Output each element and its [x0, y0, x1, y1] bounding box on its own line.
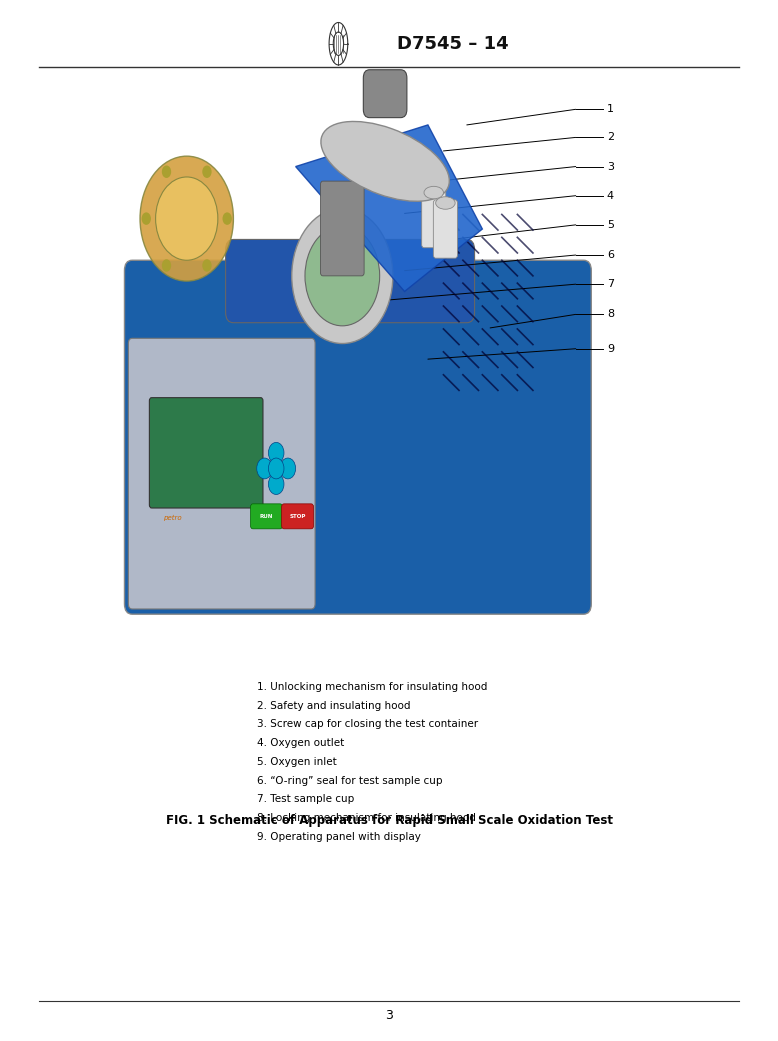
Circle shape: [202, 166, 212, 178]
Text: 5. Oxygen inlet: 5. Oxygen inlet: [257, 757, 337, 767]
FancyBboxPatch shape: [433, 200, 457, 258]
Circle shape: [268, 474, 284, 494]
Circle shape: [162, 259, 171, 272]
Text: 7. Test sample cup: 7. Test sample cup: [257, 794, 354, 805]
FancyBboxPatch shape: [128, 338, 315, 609]
Text: 8: 8: [607, 309, 614, 320]
FancyBboxPatch shape: [363, 70, 407, 118]
Text: 8. Locking mechanism for insulating hood: 8. Locking mechanism for insulating hood: [257, 813, 475, 823]
Ellipse shape: [424, 186, 443, 199]
Text: 1. Unlocking mechanism for insulating hood: 1. Unlocking mechanism for insulating ho…: [257, 682, 487, 692]
Text: 3: 3: [607, 161, 614, 172]
Ellipse shape: [321, 122, 450, 201]
Text: 1: 1: [607, 104, 614, 115]
FancyBboxPatch shape: [282, 504, 314, 529]
Text: 2: 2: [607, 132, 614, 143]
Ellipse shape: [436, 197, 455, 209]
Circle shape: [156, 177, 218, 260]
Text: 3. Screw cap for closing the test container: 3. Screw cap for closing the test contai…: [257, 719, 478, 730]
Text: FIG. 1 Schematic of Apparatus for Rapid Small Scale Oxidation Test: FIG. 1 Schematic of Apparatus for Rapid …: [166, 814, 612, 827]
Circle shape: [223, 212, 232, 225]
Text: 9. Operating panel with display: 9. Operating panel with display: [257, 832, 421, 842]
Text: 6. “O-ring” seal for test sample cup: 6. “O-ring” seal for test sample cup: [257, 776, 442, 786]
Text: petro: petro: [163, 515, 182, 522]
Circle shape: [162, 166, 171, 178]
FancyBboxPatch shape: [422, 189, 446, 248]
FancyBboxPatch shape: [124, 260, 591, 614]
Circle shape: [280, 458, 296, 479]
Text: 5: 5: [607, 220, 614, 230]
Text: STOP: STOP: [289, 514, 306, 518]
FancyBboxPatch shape: [251, 504, 282, 529]
Text: D7545 – 14: D7545 – 14: [397, 34, 508, 53]
FancyBboxPatch shape: [149, 398, 263, 508]
Text: 4: 4: [607, 191, 614, 201]
Text: 9: 9: [607, 344, 614, 354]
Circle shape: [140, 156, 233, 281]
FancyBboxPatch shape: [226, 239, 475, 323]
Circle shape: [305, 226, 380, 326]
Text: 6: 6: [607, 250, 614, 260]
Text: 2. Safety and insulating hood: 2. Safety and insulating hood: [257, 701, 410, 711]
Circle shape: [142, 212, 151, 225]
FancyBboxPatch shape: [321, 181, 364, 276]
Text: 4. Oxygen outlet: 4. Oxygen outlet: [257, 738, 344, 748]
Circle shape: [202, 259, 212, 272]
Circle shape: [292, 208, 393, 344]
Circle shape: [268, 458, 284, 479]
Text: RUN: RUN: [260, 514, 273, 518]
Circle shape: [257, 458, 272, 479]
Polygon shape: [296, 125, 482, 291]
Text: 3: 3: [385, 1010, 393, 1022]
Text: 7: 7: [607, 279, 614, 289]
Circle shape: [268, 442, 284, 463]
